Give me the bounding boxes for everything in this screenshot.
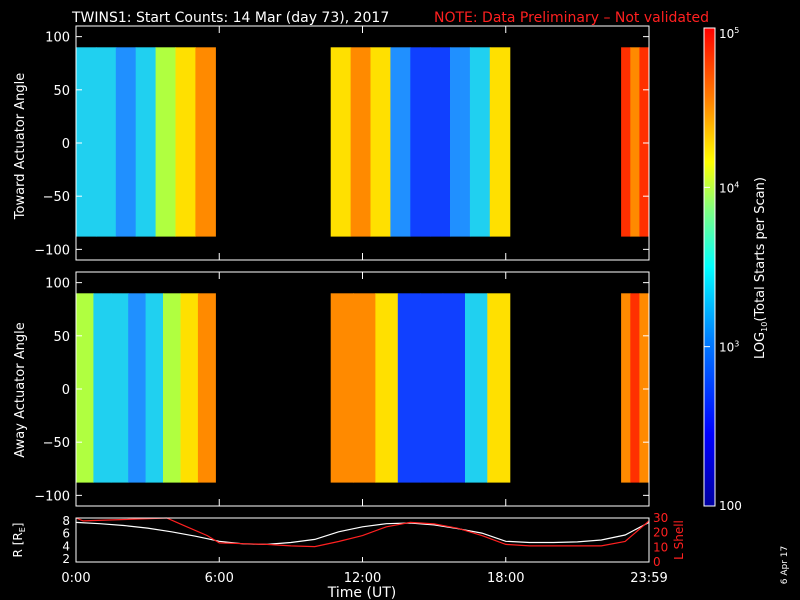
toward-ylabel: Toward Actuator Angle <box>13 73 28 220</box>
xtick-label: 6:00 <box>205 571 234 586</box>
colorbar-tick-label: 105 <box>719 26 739 41</box>
toward-ytick-label: 0 <box>62 137 70 152</box>
away-block-0-stripe-6 <box>180 293 199 483</box>
toward-ytick-label: −100 <box>34 243 70 258</box>
xtick-label: 12:00 <box>344 571 381 586</box>
colorbar-tick-label: 103 <box>719 340 739 355</box>
toward-ytick-label: −50 <box>43 190 70 205</box>
away-block-0-stripe-2 <box>110 293 129 483</box>
toward-block-1-stripe-1 <box>350 47 372 237</box>
toward-block-0-stripe-3 <box>135 47 157 237</box>
preliminary-note: NOTE: Data Preliminary – Not validated <box>434 10 709 26</box>
away-block-1-stripe-6 <box>465 293 488 483</box>
xtick-label: 0:00 <box>61 571 90 586</box>
date-stamp: 6 Apr 17 <box>780 546 790 584</box>
xtick-label: 23:59 <box>630 571 667 586</box>
away-ytick-label: 50 <box>53 330 70 345</box>
away-block-1-stripe-7 <box>487 293 511 483</box>
away-block-0-stripe-1 <box>93 293 112 483</box>
orbit-right-tick-label: 30 <box>653 511 668 525</box>
away-block-2-stripe-1 <box>630 293 641 483</box>
toward-block-1-stripe-8 <box>489 47 511 237</box>
r-line <box>75 521 650 546</box>
away-ytick-label: −100 <box>34 489 70 504</box>
orbit-left-tick-label: 4 <box>62 539 70 553</box>
toward-block-0-stripe-4 <box>155 47 177 237</box>
toward-block-2-stripe-2 <box>639 47 650 237</box>
away-block-0-stripe-4 <box>145 293 164 483</box>
colorbar-tick-label: 104 <box>719 180 739 195</box>
orbit-right-tick-label: 0 <box>653 555 661 569</box>
away-ytick-label: −50 <box>43 436 70 451</box>
colorbar <box>703 27 716 507</box>
colorbar-label: LOG10(Total Starts per Scan) <box>753 177 769 359</box>
away-block-1-stripe-5 <box>442 293 466 483</box>
orbit-left-tick-label: 2 <box>62 552 70 566</box>
toward-block-1-stripe-7 <box>469 47 491 237</box>
orbit-right-tick-label: 20 <box>653 526 668 540</box>
l-shell-line <box>75 517 650 548</box>
away-block-1-stripe-2 <box>375 293 399 483</box>
toward-block-1-stripe-6 <box>450 47 471 237</box>
chart-title: TWINS1: Start Counts: 14 Mar (day 73), 2… <box>71 10 389 26</box>
colorbar-ticks: 100 103 104 105 <box>704 26 742 513</box>
away-block-1-stripe-4 <box>420 293 444 483</box>
toward-block-1-stripe-0 <box>330 47 352 237</box>
toward-block-0-stripe-6 <box>195 47 216 237</box>
toward-block-0-stripe-5 <box>175 47 196 237</box>
orbit-right-tick-label: 10 <box>653 540 668 554</box>
away-ytick-label: 0 <box>62 383 70 398</box>
orbit-right-ylabel: L Shell <box>672 520 686 560</box>
away-panel: 100 50 0 −50 −100 <box>34 272 650 506</box>
toward-block-1-stripe-5 <box>430 47 451 237</box>
toward-block-0-stripe-2 <box>115 47 137 237</box>
toward-panel-frame <box>75 25 650 261</box>
away-block-1-stripe-3 <box>397 293 421 483</box>
away-block-1-stripe-0 <box>330 293 354 483</box>
away-block-0-stripe-3 <box>128 293 147 483</box>
away-block-0-stripe-0 <box>76 293 94 483</box>
orbit-left-ylabel: R [RE] <box>11 523 27 558</box>
away-block-0-stripe-5 <box>163 293 181 483</box>
away-block-2-stripe-2 <box>639 293 650 483</box>
away-ylabel: Away Actuator Angle <box>13 322 28 457</box>
toward-ytick-label: 50 <box>53 84 70 99</box>
toward-block-1-stripe-4 <box>410 47 431 237</box>
toward-block-1-stripe-2 <box>370 47 391 237</box>
orbit-left-tick-label: 8 <box>62 514 70 528</box>
toward-block-1-stripe-3 <box>390 47 411 237</box>
away-block-0-stripe-7 <box>197 293 216 483</box>
xtick-label: 18:00 <box>487 571 524 586</box>
orbit-left-tick-label: 6 <box>62 527 70 541</box>
away-block-2-stripe-0 <box>621 293 631 483</box>
toward-block-2-stripe-0 <box>621 47 631 237</box>
away-ytick-label: 100 <box>45 277 70 292</box>
away-panel-frame <box>75 271 650 507</box>
orbit-panel-frame <box>75 517 650 563</box>
xaxis-label: Time (UT) <box>327 585 396 600</box>
toward-block-0-stripe-0 <box>76 47 97 237</box>
toward-block-2-stripe-1 <box>630 47 641 237</box>
colorbar-tick-label: 100 <box>719 499 742 513</box>
toward-block-0-stripe-1 <box>95 47 117 237</box>
away-block-1-stripe-1 <box>353 293 376 483</box>
toward-panel: 100 50 0 −50 −100 <box>34 26 650 260</box>
toward-ytick-label: 100 <box>45 31 70 46</box>
